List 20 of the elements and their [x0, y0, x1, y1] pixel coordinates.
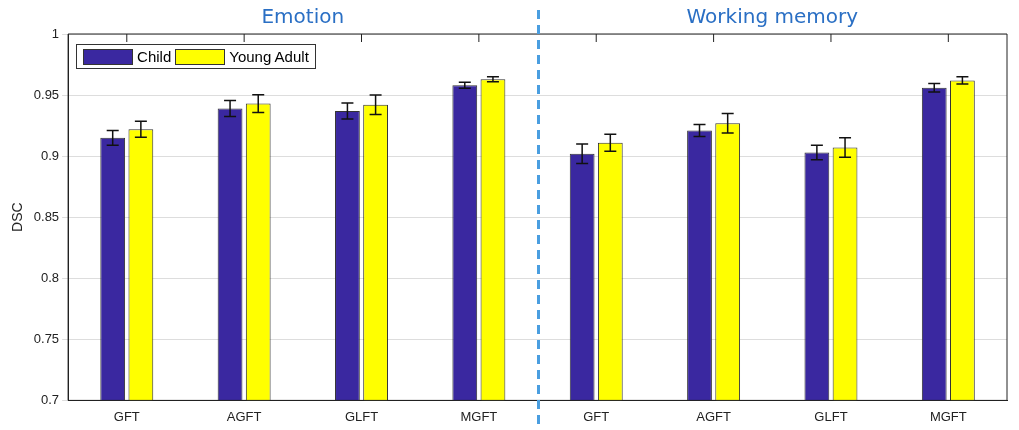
legend-label: Young Adult	[229, 48, 309, 65]
x-tick-label: MGFT	[460, 408, 498, 424]
y-tick-label: 0.75	[33, 330, 60, 346]
x-tick-label: GFT	[113, 408, 140, 424]
legend-label: Child	[137, 48, 172, 65]
y-tick-label: 0.8	[41, 269, 60, 285]
y-tick-label: 0.9	[41, 147, 60, 163]
text: Emotion	[261, 4, 345, 28]
y-tick-label: 0.7	[41, 391, 60, 407]
y-tick-label: 0.85	[33, 208, 60, 224]
x-tick-label: AGFT	[696, 408, 731, 424]
y-tick-label: 1	[51, 25, 60, 41]
y-axis-title: DSC	[9, 202, 26, 232]
x-tick-label: GFT	[583, 408, 610, 424]
x-tick-label: AGFT	[226, 408, 262, 424]
y-tick-label: 0.95	[33, 86, 60, 102]
x-tick-label: GLFT	[814, 408, 848, 424]
x-tick-label: GLFT	[344, 408, 379, 424]
text: Working memory	[686, 4, 859, 28]
x-tick-label: MGFT	[929, 408, 967, 424]
